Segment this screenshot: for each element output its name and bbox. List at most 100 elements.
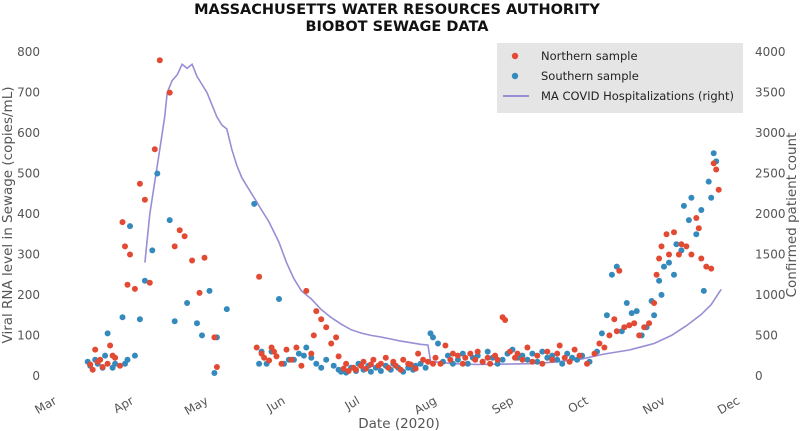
southern-point <box>708 194 715 201</box>
southern-point <box>464 360 471 367</box>
northern-point <box>360 358 367 365</box>
northern-point <box>213 364 220 370</box>
southern-point <box>534 358 541 365</box>
northern-point <box>646 320 653 327</box>
northern-point <box>89 366 96 373</box>
southern-point <box>223 306 230 313</box>
northern-point <box>288 356 295 363</box>
northern-point <box>343 360 350 367</box>
northern-point <box>283 346 290 353</box>
southern-point <box>104 330 111 337</box>
southern-point <box>661 263 667 270</box>
northern-point <box>561 354 568 361</box>
southern-point <box>377 368 384 374</box>
northern-point <box>298 362 305 369</box>
northern-point <box>671 229 677 236</box>
y-tick-label: 0 <box>32 369 40 383</box>
southern-point <box>651 312 658 319</box>
x-axis: Mar Apr May Jun Jul Aug Sep Oct Nov Dec <box>32 393 742 418</box>
northern-point <box>611 316 618 323</box>
northern-point <box>363 365 369 372</box>
northern-point <box>328 340 335 347</box>
y-tick-label: 400 <box>17 207 40 221</box>
northern-point <box>487 360 494 367</box>
northern-point <box>656 255 663 262</box>
northern-point <box>544 348 551 355</box>
northern-point <box>514 350 521 357</box>
y-right-tick-label: 3500 <box>755 86 786 100</box>
northern-point <box>663 231 670 238</box>
southern-point <box>688 194 695 201</box>
southern-point <box>544 354 551 361</box>
southern-point <box>559 360 566 367</box>
southern-point <box>131 352 138 359</box>
northern-point <box>400 356 407 363</box>
y-tick-label: 100 <box>17 328 40 342</box>
left-y-axis: 0 100 200 300 400 500 600 700 800 <box>17 45 40 383</box>
y-right-tick-label: 0 <box>755 369 763 383</box>
northern-point <box>549 356 556 363</box>
northern-point <box>576 352 583 359</box>
southern-point <box>171 318 178 325</box>
northern-point <box>606 332 613 339</box>
southern-point <box>141 277 148 284</box>
southern-point <box>430 334 436 341</box>
northern-point <box>529 358 536 365</box>
northern-point <box>613 328 620 335</box>
southern-point <box>628 310 635 317</box>
southern-point <box>127 223 133 230</box>
x-tick-label: Mar <box>32 393 59 416</box>
northern-point <box>641 324 648 331</box>
southern-point <box>295 350 302 357</box>
northern-point <box>201 254 208 261</box>
chart-title: MASSACHUSETTS WATER RESOURCES AUTHORITY <box>194 2 600 18</box>
northern-point <box>171 243 178 250</box>
southern-point <box>136 316 143 323</box>
northern-point <box>666 251 672 258</box>
northern-point <box>136 180 143 187</box>
northern-point <box>462 354 469 361</box>
southern-point <box>705 178 712 185</box>
northern-point <box>695 225 702 232</box>
northern-point <box>271 348 277 355</box>
northern-point <box>176 227 183 234</box>
northern-point <box>484 354 491 361</box>
y-tick-label: 600 <box>17 126 40 140</box>
northern-point <box>556 342 563 349</box>
northern-point <box>651 300 658 306</box>
legend-marker-northern <box>511 52 519 60</box>
x-tick-label: Jul <box>342 393 362 413</box>
northern-point <box>467 350 474 357</box>
southern-point <box>671 271 677 278</box>
northern-point <box>256 273 263 280</box>
northern-point <box>430 360 436 367</box>
northern-point <box>683 243 690 250</box>
northern-point <box>166 89 173 96</box>
northern-point <box>454 352 461 359</box>
southern-point <box>554 356 561 363</box>
northern-point <box>584 360 590 367</box>
northern-point <box>107 342 114 349</box>
northern-series <box>87 57 722 374</box>
x-tick-label: Nov <box>640 393 667 417</box>
northern-point <box>310 332 317 339</box>
southern-series <box>84 150 720 376</box>
northern-point <box>524 344 531 351</box>
y-tick-label: 200 <box>17 288 40 302</box>
southern-point <box>666 259 672 266</box>
northern-point <box>353 366 359 373</box>
southern-point <box>539 348 546 355</box>
northern-point <box>601 344 608 351</box>
northern-point <box>335 353 342 360</box>
southern-point <box>330 362 337 369</box>
southern-point <box>149 247 156 254</box>
northern-point <box>313 308 320 315</box>
northern-point <box>703 263 710 270</box>
northern-point <box>392 362 399 369</box>
legend: Northern sample Southern sample MA COVID… <box>497 43 743 113</box>
southern-point <box>276 296 282 302</box>
northern-point <box>571 346 578 353</box>
northern-point <box>554 350 561 357</box>
southern-point <box>700 287 707 294</box>
northern-point <box>425 358 431 365</box>
